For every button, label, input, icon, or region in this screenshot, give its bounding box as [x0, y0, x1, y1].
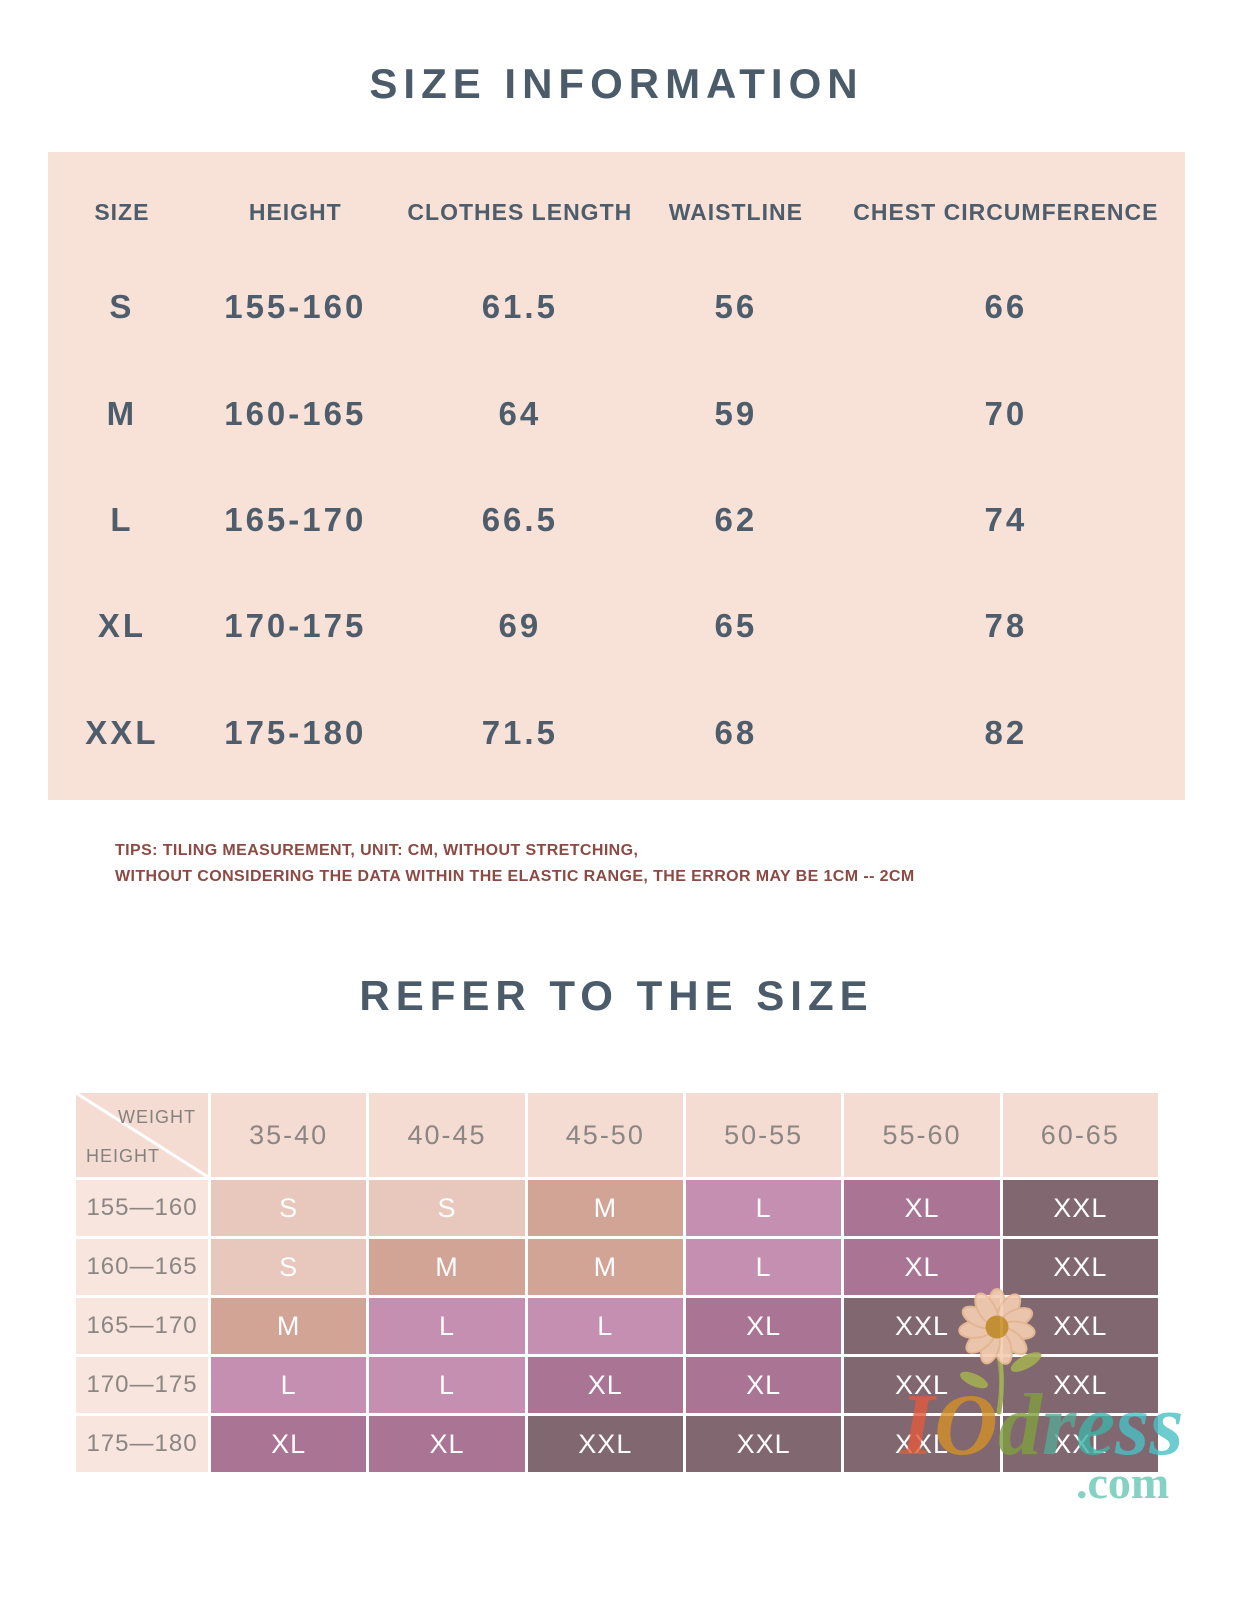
- height-row-label: 155—160: [76, 1180, 208, 1236]
- size-table-cell: 70: [984, 394, 1028, 432]
- weight-column-header: 50-55: [685, 1093, 842, 1177]
- size-information-table: SIZE HEIGHT CLOTHES LENGTH WAISTLINE CHEST C…: [48, 152, 1185, 800]
- size-information-title: SIZE INFORMATION: [369, 60, 864, 107]
- matrix-size-cell: M: [527, 1180, 683, 1236]
- matrix-size-cell: L: [685, 1180, 842, 1236]
- matrix-size-cell: XXL: [685, 1416, 842, 1472]
- matrix-size-cell: XL: [685, 1298, 842, 1354]
- size-table-cell: 66: [984, 288, 1028, 326]
- weight-column-header: 55-60: [844, 1093, 1000, 1177]
- weight-column-header: 45-50: [527, 1093, 683, 1177]
- size-table-cell: 68: [714, 713, 758, 751]
- size-table-cell: 65: [714, 607, 758, 645]
- matrix-size-cell: XXL: [1002, 1357, 1158, 1413]
- matrix-size-cell: XL: [369, 1416, 525, 1472]
- weight-column-header: 35-40: [211, 1093, 367, 1177]
- size-table-row: XL 170-175 69 65 78: [48, 573, 1185, 679]
- size-table-row: S 155-160 61.5 56 66: [48, 254, 1185, 360]
- size-table-row: L 165-170 66.5 62 74: [48, 467, 1185, 573]
- matrix-size-cell: XL: [844, 1180, 1000, 1236]
- matrix-size-cell: XL: [685, 1357, 842, 1413]
- matrix-size-cell: XXL: [527, 1416, 683, 1472]
- corner-weight-label: WEIGHT: [118, 1107, 196, 1127]
- size-table-header-waistline: WAISTLINE: [668, 198, 803, 225]
- size-table-header-row: SIZE HEIGHT CLOTHES LENGTH WAISTLINE CHEST C…: [48, 170, 1185, 254]
- size-table-cell: 165-170: [224, 501, 367, 539]
- matrix-size-cell: S: [211, 1239, 367, 1295]
- tips-line-2: WITHOUT CONSIDERING THE DATA WITHIN THE …: [115, 868, 915, 885]
- size-table-cell: 78: [984, 607, 1028, 645]
- matrix-size-cell: S: [211, 1180, 367, 1236]
- refer-to-size-title: REFER TO THE SIZE: [359, 972, 874, 1019]
- refer-to-size-table: WEIGHT HEIGHT 35-40 40-45 45-50 50-55 55-60 6…: [76, 1093, 1158, 1472]
- weight-column-header: 60-65: [1002, 1093, 1158, 1177]
- matrix-size-cell: XL: [527, 1357, 683, 1413]
- size-table-row: XXL 175-180 71.5 68 82: [48, 680, 1185, 786]
- matrix-size-cell: L: [211, 1357, 367, 1413]
- matrix-size-cell: XXL: [1002, 1239, 1158, 1295]
- size-table-header-size: SIZE: [94, 198, 150, 225]
- size-table-cell: XXL: [85, 713, 159, 751]
- size-table-cell: 71.5: [481, 713, 558, 751]
- matrix-size-cell: XXL: [844, 1416, 1000, 1472]
- size-table-cell: 82: [984, 713, 1028, 751]
- size-table-cell: 175-180: [224, 713, 367, 751]
- matrix-size-cell: XL: [211, 1416, 367, 1472]
- matrix-size-cell: M: [369, 1239, 525, 1295]
- matrix-size-cell: L: [685, 1239, 842, 1295]
- size-table-cell: 74: [984, 501, 1028, 539]
- size-table-cell: M: [106, 394, 138, 432]
- size-table-cell: 64: [498, 394, 542, 432]
- matrix-size-cell: XL: [844, 1239, 1000, 1295]
- matrix-size-cell: L: [369, 1357, 525, 1413]
- size-table-cell: 160-165: [224, 394, 367, 432]
- height-row-label: 165—170: [76, 1298, 208, 1354]
- height-row-label: 160—165: [76, 1239, 208, 1295]
- size-table-cell: 61.5: [481, 288, 558, 326]
- size-table-cell: XL: [97, 607, 146, 645]
- height-row-label: 175—180: [76, 1416, 208, 1472]
- corner-cell: WEIGHT HEIGHT: [76, 1093, 208, 1177]
- matrix-size-cell: XXL: [1002, 1180, 1158, 1236]
- matrix-size-cell: L: [369, 1298, 525, 1354]
- tips-line-1: TIPS: TILING MEASUREMENT, UNIT: CM, WITH…: [115, 842, 639, 859]
- matrix-size-cell: XXL: [844, 1298, 1000, 1354]
- matrix-size-cell: XXL: [844, 1357, 1000, 1413]
- corner-height-label: HEIGHT: [86, 1146, 161, 1166]
- height-row-label: 170—175: [76, 1357, 208, 1413]
- size-table-cell: 59: [714, 394, 758, 432]
- size-table-cell: 62: [714, 501, 758, 539]
- size-table-cell: 66.5: [481, 501, 558, 539]
- matrix-size-cell: XXL: [1002, 1298, 1158, 1354]
- matrix-size-cell: L: [527, 1298, 683, 1354]
- matrix-size-cell: M: [527, 1239, 683, 1295]
- size-table-header-chest-circumference: CHEST CIRCUMFERENCE: [853, 198, 1159, 225]
- size-table-cell: 155-160: [224, 288, 367, 326]
- matrix-size-cell: XXL: [1002, 1416, 1158, 1472]
- size-table-header-height: HEIGHT: [248, 198, 342, 225]
- measurement-tips: TIPS: TILING MEASUREMENT, UNIT: CM, WITH…: [115, 838, 915, 890]
- size-table-cell: 69: [498, 607, 542, 645]
- size-table-row: M 160-165 64 59 70: [48, 360, 1185, 466]
- size-table-header-clothes-length: CLOTHES LENGTH: [407, 198, 633, 225]
- weight-column-header: 40-45: [369, 1093, 525, 1177]
- size-table-cell: 56: [714, 288, 758, 326]
- size-table-cell: S: [109, 288, 135, 326]
- matrix-size-cell: M: [211, 1298, 367, 1354]
- size-table-cell: 170-175: [224, 607, 367, 645]
- matrix-size-cell: S: [369, 1180, 525, 1236]
- size-table-cell: L: [110, 501, 134, 539]
